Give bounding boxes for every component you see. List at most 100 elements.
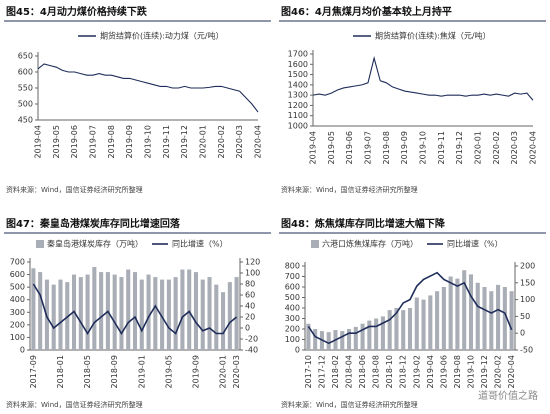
bar [85, 274, 90, 350]
y2-tick-label: 20 [245, 313, 255, 322]
bar [435, 291, 440, 350]
y2-tick-label: 200 [520, 262, 535, 271]
bar [146, 274, 151, 350]
y2-tick-label: 80 [245, 280, 255, 289]
bar [482, 287, 487, 350]
x-tick-label: 2019-05 [164, 355, 173, 388]
y-tick-label: 100 [285, 335, 300, 344]
line-series [312, 55, 534, 101]
y-tick-label: 1600 [288, 60, 308, 69]
bar [200, 279, 205, 350]
y2-tick-label: 150 [520, 278, 535, 287]
x-tick-label: 2017-09 [29, 355, 38, 388]
line-series [37, 63, 259, 113]
x-tick-label: 2019-04 [34, 125, 43, 158]
x-tick-label: 2019-12 [480, 355, 489, 388]
bar [166, 279, 171, 350]
x-tick-label: 2020-02 [217, 125, 226, 158]
y-tick-label: 200 [10, 320, 25, 329]
bar [313, 329, 318, 350]
bar [421, 299, 426, 350]
x-tick-label: 2020-02 [492, 131, 501, 164]
y2-tick-label: -20 [245, 335, 258, 344]
bar [99, 272, 104, 350]
bar [502, 287, 507, 350]
bar [92, 267, 97, 350]
x-tick-label: 2019-10 [466, 355, 475, 388]
y-tick-label: 500 [285, 293, 300, 302]
bar [407, 308, 413, 350]
x-tick-label: 2019-04 [426, 355, 435, 388]
bar [58, 279, 63, 350]
x-tick-label: 2019-06 [345, 131, 354, 164]
bar [38, 272, 43, 350]
y-tick-label: 600 [18, 68, 33, 77]
legend-label: 秦皇岛港煤炭库存（万吨） [47, 239, 143, 249]
x-tick-label: 2017-12 [317, 355, 326, 388]
x-tick-label: 2020-01 [199, 125, 208, 158]
y-tick-label: 650 [18, 52, 33, 61]
bar [489, 291, 494, 350]
y2-tick-label: -50 [520, 346, 533, 355]
x-tick-label: 2019-10 [419, 131, 428, 164]
x-tick-label: 2019-11 [437, 131, 446, 164]
bar [496, 284, 501, 350]
y2-tick-label: 100 [245, 269, 260, 278]
bar [360, 323, 365, 350]
bar [475, 282, 480, 350]
bar [367, 320, 372, 350]
y2-tick-label: 40 [245, 302, 255, 311]
y2-tick-label: 50 [520, 312, 530, 321]
bar [441, 287, 446, 350]
x-tick-label: 2018-10 [385, 355, 394, 388]
x-tick-label: 2019-02 [412, 355, 421, 388]
x-tick-label: 2019-07 [89, 125, 98, 158]
bar [394, 308, 399, 350]
chart-title: 图48：炼焦煤库存同比增速大幅下降 [281, 217, 446, 230]
y-tick-label: 400 [285, 304, 300, 313]
bar [173, 277, 178, 350]
bar [227, 282, 232, 350]
x-tick-label: 2018-09 [110, 355, 119, 388]
bar [126, 269, 131, 350]
x-tick-label: 2020-01 [219, 355, 228, 388]
y-tick-label: 450 [18, 116, 33, 125]
x-tick-label: 2018-12 [399, 355, 408, 388]
x-tick-label: 2018-04 [345, 355, 354, 388]
legend-label: 期货结算价(连续):焦煤（元/吨） [375, 31, 491, 41]
y-tick-label: 700 [10, 258, 25, 267]
bar [380, 316, 385, 350]
bar [387, 310, 392, 350]
y-tick-label: 1700 [288, 50, 308, 59]
y-tick-label: 0 [295, 346, 300, 355]
bar [462, 270, 467, 350]
bar [139, 279, 144, 350]
x-tick-label: 2018-01 [56, 355, 65, 388]
x-tick-label: 2019-09 [400, 131, 409, 164]
watermark: 道哥价值之路 [478, 389, 538, 402]
x-tick-label: 2020-03 [510, 131, 519, 164]
x-tick-label: 2019-08 [107, 125, 116, 158]
y-tick-label: 1300 [288, 91, 308, 100]
source-note: 资料来源：Wind，国信证券经济研究所整理 [281, 185, 418, 194]
bar [353, 326, 358, 350]
chart-title: 图45：4月动力煤价格持续下跌 [6, 5, 148, 18]
bar [414, 297, 419, 350]
chart-title: 图47：秦皇岛港煤炭库存同比增速回落 [6, 217, 181, 230]
source-note: 资料来源：Wind，国信证券经济研究所整理 [281, 400, 418, 409]
y-tick-label: 1100 [288, 111, 308, 120]
x-tick-label: 2019-06 [439, 355, 448, 388]
bar [448, 276, 453, 350]
y-tick-label: 1400 [288, 80, 308, 89]
bar [306, 323, 311, 350]
x-tick-label: 2019-08 [382, 131, 391, 164]
x-tick-label: 2020-04 [507, 355, 516, 388]
y-tick-label: 200 [285, 325, 300, 334]
y-tick-label: 1200 [288, 101, 308, 110]
y-tick-label: 500 [18, 100, 33, 109]
y-tick-label: 500 [10, 283, 25, 292]
bar [207, 277, 212, 350]
